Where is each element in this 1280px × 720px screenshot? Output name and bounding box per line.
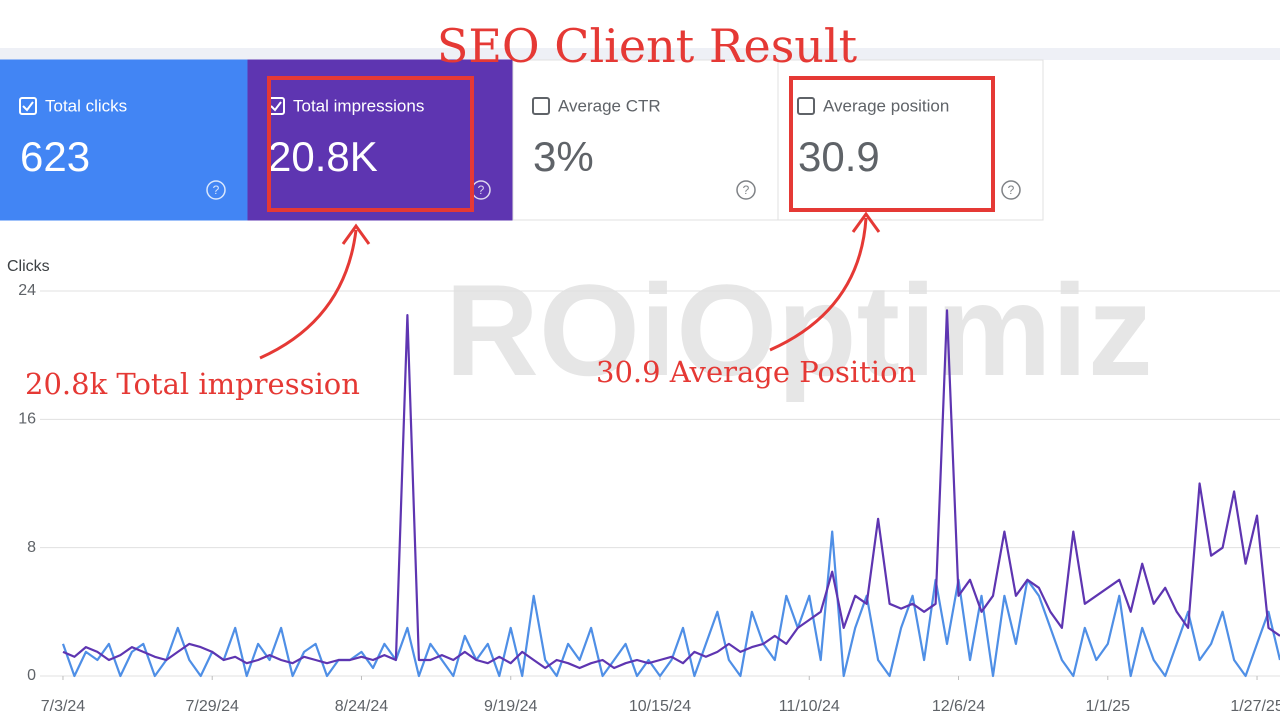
- x-tick-label: 12/6/24: [932, 698, 985, 715]
- x-tick-label: 11/10/24: [779, 698, 840, 715]
- card-value: 30.9: [798, 133, 880, 180]
- help-icon-glyph: ?: [743, 183, 750, 197]
- series-line: [62, 309, 1280, 670]
- card-label: Total clicks: [45, 96, 127, 115]
- metric-card: [247, 59, 514, 221]
- y-tick-label: 24: [18, 282, 36, 299]
- x-tick-label: 7/29/24: [186, 698, 239, 715]
- x-tick-label: 1/27/25: [1230, 698, 1280, 715]
- checkbox: [19, 97, 37, 115]
- card-value: 3%: [533, 133, 594, 180]
- help-icon-glyph: ?: [478, 183, 485, 197]
- metric-card: [0, 59, 249, 221]
- x-tick-label: 8/24/24: [335, 698, 388, 715]
- check-mark: [270, 101, 282, 112]
- watermark: ROiOptimiz: [445, 257, 1153, 403]
- x-tick-label: 7/3/24: [41, 698, 86, 715]
- chart: Clicks 0 8 16 24 7/3/24 7/29/24 8/24/24 9/19/24 1…: [7, 258, 1280, 715]
- card-label: Average CTR: [558, 96, 661, 115]
- metric-card: [777, 59, 1044, 221]
- card-value: 20.8K: [268, 133, 378, 180]
- metric-cards: Total clicks 623? Total impressions 20.8K? A…: [0, 59, 1044, 221]
- arrow-head: [341, 223, 371, 245]
- x-tick-label: 10/15/24: [629, 698, 691, 715]
- card-label: Average position: [823, 96, 949, 115]
- arrow-head: [851, 211, 881, 233]
- x-tick-label: 9/19/24: [484, 698, 537, 715]
- checkbox: [532, 97, 550, 115]
- y-tick-label: 16: [18, 411, 36, 428]
- x-tick-label: 1/1/25: [1086, 698, 1131, 715]
- annotation: 20.8k Total impression: [25, 367, 360, 401]
- arrow: [259, 229, 358, 360]
- arrow: [769, 217, 868, 352]
- card-label: Total impressions: [293, 96, 424, 115]
- y-tick-label: 8: [27, 539, 36, 556]
- card-value: 623: [20, 133, 90, 180]
- check-mark: [22, 101, 34, 112]
- series-line: [61, 530, 1280, 678]
- top-strip: [0, 48, 1280, 60]
- help-icon: [1001, 180, 1021, 200]
- metric-card: [512, 59, 779, 221]
- help-icon: [736, 180, 756, 200]
- help-icon-glyph: ?: [213, 183, 220, 197]
- annotation: 30.9 Average Position: [596, 355, 916, 389]
- highlight-box: [267, 76, 474, 212]
- y-axis-label: Clicks: [7, 258, 50, 275]
- checkbox: [797, 97, 815, 115]
- highlight-box: [789, 76, 995, 212]
- y-tick-label: 0: [27, 667, 36, 684]
- help-icon: [206, 180, 226, 200]
- help-icon-glyph: ?: [1008, 183, 1015, 197]
- page-title: SEO Client Result: [437, 19, 858, 73]
